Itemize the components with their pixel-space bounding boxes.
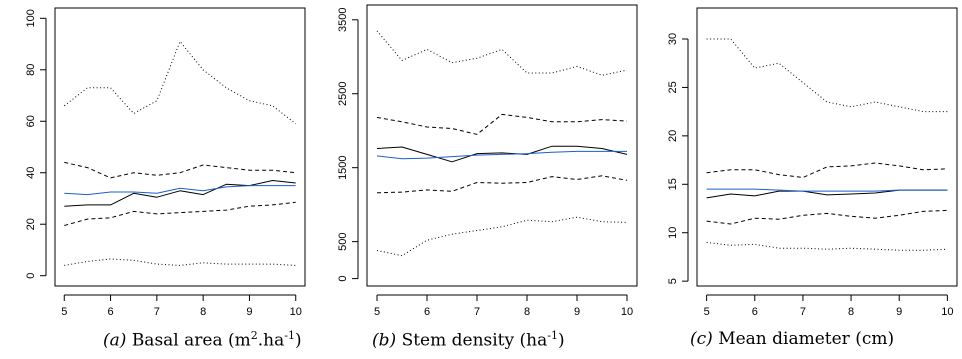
x-tick-label: 7	[474, 306, 480, 318]
caption-text-end: )	[557, 330, 565, 351]
plot-frame	[366, 4, 638, 287]
y-tick-label: 25	[667, 81, 679, 93]
series-line-dotted-1	[63, 41, 297, 125]
series-line-dashed-2	[376, 113, 628, 135]
caption-a: (a) Basal area (m2.ha-1)	[103, 329, 302, 353]
y-tick-label: 1500	[337, 155, 349, 179]
x-tick-label: 5	[374, 306, 380, 318]
x-tick-label: 6	[424, 306, 430, 318]
caption-text-end: )	[294, 330, 302, 351]
x-tick-label: 6	[752, 306, 758, 318]
series-line-dashed-5	[706, 209, 948, 225]
series-line-solid-4	[376, 150, 627, 160]
series-line-solid-3	[376, 145, 628, 163]
y-tick-label: 100	[25, 9, 37, 27]
caption-text: Stem density (ha	[401, 330, 548, 351]
x-tick-label: 6	[107, 306, 113, 318]
series-line-dotted-6	[376, 216, 628, 257]
series-line-dotted-6	[64, 258, 296, 266]
series-line-dashed-5	[64, 201, 296, 226]
chart-panel-b: 5 6 7 8 9 10 0 500 1500 2500 3500	[337, 4, 638, 318]
y-tick-label: 3500	[337, 8, 349, 32]
x-tick-label: 10	[621, 306, 633, 318]
x-tick-label: 8	[848, 306, 854, 318]
x-tick-label: 8	[200, 306, 206, 318]
series-line-dashed-5	[376, 175, 628, 194]
series-line-solid-3	[64, 180, 296, 207]
x-tick-label: 5	[61, 306, 67, 318]
caption-superscript: 2	[250, 329, 258, 342]
series-line-dotted-1	[376, 30, 628, 76]
caption-superscript: -1	[547, 329, 558, 342]
caption-tag: (a)	[103, 330, 127, 351]
x-tick-label: 10	[290, 306, 302, 318]
caption-b: (b) Stem density (ha-1)	[372, 329, 565, 353]
caption-text-mid: .ha	[257, 330, 285, 351]
series-line-solid-4	[64, 185, 296, 196]
y-tick-label: 500	[337, 232, 349, 250]
caption-text: Mean diameter (cm)	[718, 329, 895, 349]
series-line-dashed-2	[64, 161, 296, 179]
x-tick-label: 9	[896, 306, 902, 318]
series-line-solid-4	[706, 188, 948, 192]
series-line-dotted-1	[706, 38, 948, 113]
y-tick-label: 30	[667, 33, 679, 45]
x-tick-label: 7	[154, 306, 160, 318]
y-tick-label: 15	[667, 178, 679, 190]
x-tick-label: 10	[941, 306, 953, 318]
y-tick-label: 60	[25, 115, 37, 127]
x-tick-label: 9	[574, 306, 580, 318]
plot-frame	[696, 7, 958, 287]
x-tick-label: 7	[800, 306, 806, 318]
chart-panel-c: 5 6 7 8 9 10 5 10 15 20 25 30	[667, 7, 958, 318]
y-tick-label: 0	[337, 276, 349, 282]
caption-tag: (b)	[372, 330, 397, 351]
caption-superscript-2: -1	[284, 329, 295, 342]
y-tick-label: 20	[25, 218, 37, 230]
caption-text: Basal area (m	[131, 330, 251, 351]
y-tick-label: 5	[667, 278, 679, 284]
caption-c: (c) Mean diameter (cm)	[690, 329, 894, 353]
y-tick-label: 0	[25, 273, 37, 279]
x-tick-label: 9	[246, 306, 252, 318]
plot-frame	[54, 7, 306, 287]
y-tick-label: 40	[25, 167, 37, 179]
y-tick-label: 20	[667, 130, 679, 142]
series-line-dotted-6	[706, 241, 948, 251]
y-tick-label: 80	[25, 64, 37, 76]
y-tick-label: 10	[667, 227, 679, 239]
y-tick-label: 2500	[337, 81, 349, 105]
series-line-dashed-2	[706, 162, 948, 178]
x-tick-label: 5	[704, 306, 710, 318]
x-tick-label: 8	[524, 306, 530, 318]
caption-tag: (c)	[690, 329, 713, 349]
